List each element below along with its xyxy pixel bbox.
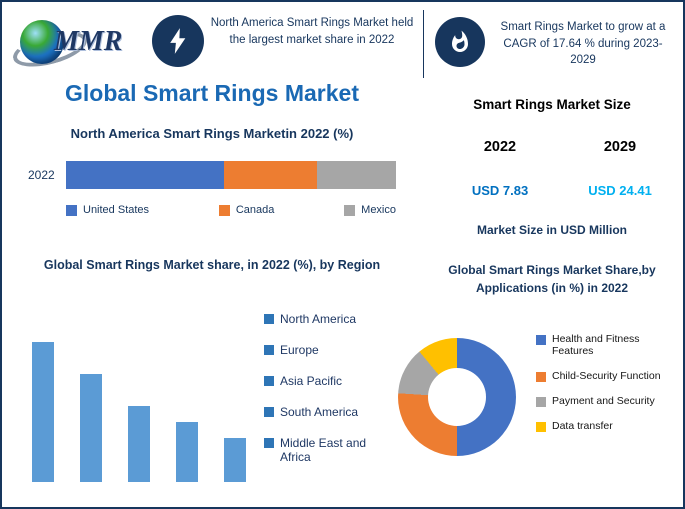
market-size-caption: Market Size in USD Million (476, 223, 628, 237)
stacked-segment-mexico (316, 161, 396, 189)
legend-item-north-america: North America (264, 312, 388, 326)
legend-label: Europe (280, 343, 319, 357)
legend-item-payment-and-security: Payment and Security (536, 395, 682, 407)
legend-item-health-and-fitness-features: Health and Fitness Features (536, 333, 682, 357)
legend-item-child-security-function: Child-Security Function (536, 370, 682, 382)
legend-label: North America (280, 312, 357, 326)
legend-swatch (536, 372, 546, 382)
stacked-bar (66, 161, 396, 189)
bar-south-america (176, 422, 198, 482)
legend-swatch (218, 205, 230, 216)
market-size-year-start: 2022 (483, 139, 517, 155)
market-size-value-start: USD 7.83 (471, 183, 529, 198)
legend-label: Health and Fitness Features (552, 333, 640, 357)
region-chart-title: Global Smart Rings Market share, in 2022… (43, 258, 381, 272)
legend-label: United States (83, 204, 150, 216)
legend-item-mexico: Mexico (344, 204, 396, 216)
market-size-year-end: 2029 (603, 139, 637, 155)
globe-icon (20, 20, 64, 64)
bar-middle-east-and-africa (224, 438, 246, 482)
mmr-logo: MMR (9, 10, 152, 78)
legend-swatch (344, 205, 356, 216)
legend-label: Child-Security Function (552, 370, 661, 382)
stacked-chart-title: North America Smart Rings Marketin 2022 … (70, 126, 354, 141)
market-size-title: Smart Rings Market Size (473, 97, 631, 112)
legend-label: Asia Pacific (280, 374, 343, 388)
applications-chart-legend: Health and Fitness Features Child-Securit… (536, 333, 682, 432)
legend-label: Mexico (361, 204, 396, 216)
legend-swatch (264, 407, 274, 417)
legend-swatch (264, 345, 274, 355)
legend-item-data-transfer: Data transfer (536, 420, 682, 432)
market-size-value-end: USD 24.41 (588, 183, 652, 198)
stacked-chart-category-label: 2022 (28, 168, 55, 182)
legend-label: Data transfer (552, 420, 613, 432)
legend-item-canada: Canada (218, 204, 275, 216)
legend-label: Middle East and Africa (280, 436, 367, 464)
legend-label: South America (280, 405, 359, 419)
legend-item-middle-east-and-africa: Middle East and Africa (264, 436, 388, 464)
page-title: Global Smart Rings Market (65, 80, 359, 106)
applications-chart-title: Global Smart Rings Market Share,by Appli… (448, 263, 656, 295)
legend-swatch (264, 376, 274, 386)
region-chart-legend: North America Europe Asia Pacific South Ame… (264, 312, 388, 464)
stacked-segment-canada (224, 161, 317, 189)
stacked-segment-united-states (66, 161, 225, 189)
legend-label: Payment and Security (552, 395, 655, 407)
bar-europe (80, 374, 102, 482)
right-callout-text: Smart Rings Market to grow at a CAGR of … (500, 21, 666, 67)
legend-swatch (536, 335, 546, 345)
legend-swatch (66, 205, 77, 216)
region-bar-chart (32, 322, 246, 482)
legend-item-europe: Europe (264, 343, 388, 357)
legend-swatch (264, 314, 274, 324)
legend-swatch (536, 397, 546, 407)
applications-donut-chart (398, 338, 516, 456)
lightning-icon (152, 15, 204, 67)
legend-item-south-america: South America (264, 405, 388, 419)
legend-label: Canada (235, 204, 275, 216)
legend-swatch (536, 422, 546, 432)
stacked-chart-legend: United States Canada Mexico (66, 204, 396, 216)
legend-item-asia-pacific: Asia Pacific (264, 374, 388, 388)
flame-icon (435, 17, 485, 67)
header-divider (423, 10, 424, 78)
legend-swatch (264, 438, 274, 448)
left-callout-text: North America Smart Rings Market held th… (210, 17, 414, 46)
bar-north-america (32, 342, 54, 482)
logo-text: MMR (54, 26, 123, 57)
legend-item-united-states: United States (66, 204, 149, 216)
bar-asia-pacific (128, 406, 150, 482)
